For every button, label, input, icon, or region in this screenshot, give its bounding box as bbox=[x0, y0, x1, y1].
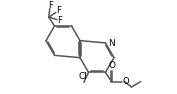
Text: F: F bbox=[56, 6, 61, 15]
Text: N: N bbox=[108, 39, 115, 48]
Text: F: F bbox=[57, 16, 62, 25]
Text: O: O bbox=[123, 77, 129, 86]
Text: F: F bbox=[48, 1, 53, 10]
Text: Cl: Cl bbox=[79, 72, 87, 81]
Text: O: O bbox=[108, 61, 115, 70]
